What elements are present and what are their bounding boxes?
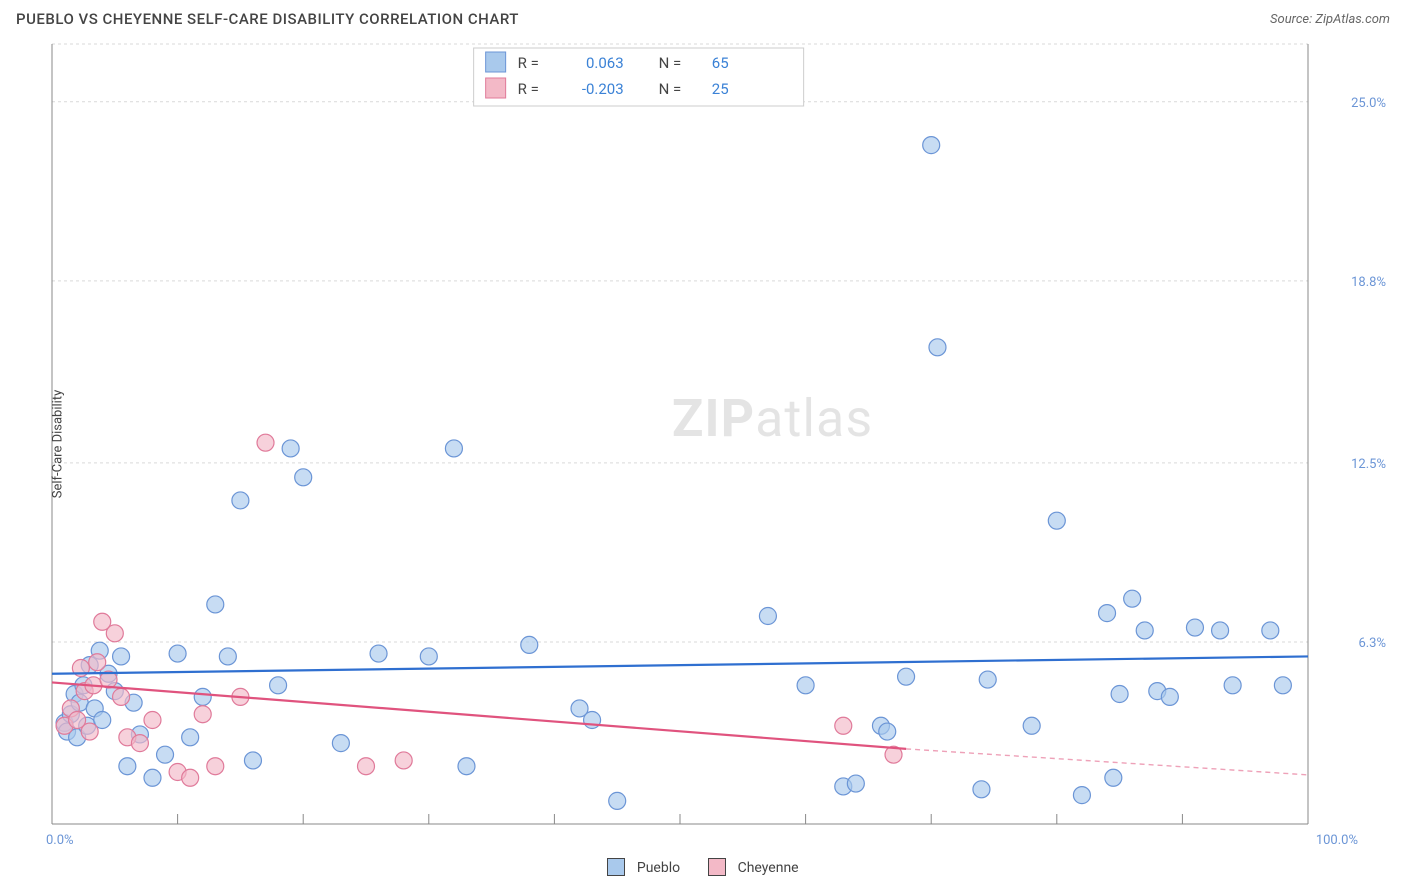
data-point (113, 648, 130, 665)
legend-swatch (486, 78, 506, 98)
legend-n-value: 65 (712, 54, 729, 72)
data-point (207, 758, 224, 775)
data-point (1212, 622, 1229, 639)
data-point (169, 645, 186, 662)
data-point (119, 758, 136, 775)
trend-line-pueblo (52, 656, 1308, 673)
legend-swatch-pink (708, 858, 726, 876)
svg-text:12.5%: 12.5% (1351, 457, 1386, 472)
data-point (1099, 605, 1116, 622)
data-point (257, 434, 274, 451)
svg-text:ZIPatlas: ZIPatlas (672, 388, 873, 449)
data-point (332, 735, 349, 752)
legend-r-label: R = (518, 54, 539, 72)
data-point (898, 668, 915, 685)
scatter-plot: 6.3% 12.5% 18.8% 25.0% 0.0% 100.0% ZIPatlas R =… (8, 34, 1398, 854)
data-point (395, 752, 412, 769)
data-point (282, 440, 299, 457)
y-axis-label: Self-Care Disability (51, 390, 66, 498)
data-point (89, 654, 106, 671)
data-point (1161, 688, 1178, 705)
svg-text:25.0%: 25.0% (1351, 96, 1386, 111)
data-point (182, 769, 199, 786)
legend-item-pueblo: Pueblo (607, 858, 680, 876)
svg-text:18.8%: 18.8% (1351, 275, 1386, 290)
legend-swatch-blue (607, 858, 625, 876)
data-point (835, 717, 852, 734)
data-point (1224, 677, 1241, 694)
data-point (232, 492, 249, 509)
data-point (1124, 590, 1141, 607)
data-point (759, 608, 776, 625)
data-point (445, 440, 462, 457)
data-point (295, 469, 312, 486)
data-point (1105, 769, 1122, 786)
data-point (458, 758, 475, 775)
svg-text:100.0%: 100.0% (1316, 833, 1358, 848)
data-point (219, 648, 236, 665)
legend-r-label: R = (518, 80, 539, 98)
legend-item-cheyenne: Cheyenne (708, 858, 799, 876)
legend-swatch (486, 52, 506, 72)
data-point (1023, 717, 1040, 734)
legend-n-label: N = (659, 80, 682, 98)
data-point (270, 677, 287, 694)
data-point (1073, 787, 1090, 804)
data-point (1111, 686, 1128, 703)
data-point (1136, 622, 1153, 639)
svg-text:0.0%: 0.0% (46, 833, 74, 848)
header: PUEBLO VS CHEYENNE SELF-CARE DISABILITY … (0, 0, 1406, 34)
data-point (194, 706, 211, 723)
data-point (106, 625, 123, 642)
chart-title: PUEBLO VS CHEYENNE SELF-CARE DISABILITY … (16, 10, 519, 28)
legend-r-value: -0.203 (582, 80, 624, 98)
chart-container: Self-Care Disability 6.3% 12.5% 18.8% 25.0%… (8, 34, 1398, 854)
source-attribution: Source: ZipAtlas.com (1270, 12, 1390, 27)
data-point (1274, 677, 1291, 694)
legend-r-value: 0.063 (586, 54, 624, 72)
data-point (923, 137, 940, 154)
data-point (244, 752, 261, 769)
data-point (182, 729, 199, 746)
svg-text:6.3%: 6.3% (1358, 636, 1386, 651)
data-point (144, 769, 161, 786)
data-point (81, 723, 98, 740)
data-point (1048, 512, 1065, 529)
legend-label: Cheyenne (738, 860, 799, 876)
data-point (847, 775, 864, 792)
trend-line-cheyenne (52, 682, 906, 748)
legend-n-label: N = (659, 54, 682, 72)
legend-n-value: 25 (712, 80, 729, 98)
data-point (929, 339, 946, 356)
data-point (521, 636, 538, 653)
data-point (157, 746, 174, 763)
data-point (979, 671, 996, 688)
data-point (1186, 619, 1203, 636)
data-point (879, 723, 896, 740)
data-point (973, 781, 990, 798)
data-point (144, 712, 161, 729)
data-point (1262, 622, 1279, 639)
bottom-legend: Pueblo Cheyenne (0, 854, 1406, 876)
legend-label: Pueblo (637, 860, 680, 876)
trend-line-cheyenne-extrapolated (906, 749, 1308, 775)
data-point (609, 792, 626, 809)
data-point (797, 677, 814, 694)
data-point (370, 645, 387, 662)
data-point (113, 688, 130, 705)
data-point (358, 758, 375, 775)
data-point (131, 735, 148, 752)
data-point (207, 596, 224, 613)
data-point (194, 688, 211, 705)
data-point (420, 648, 437, 665)
